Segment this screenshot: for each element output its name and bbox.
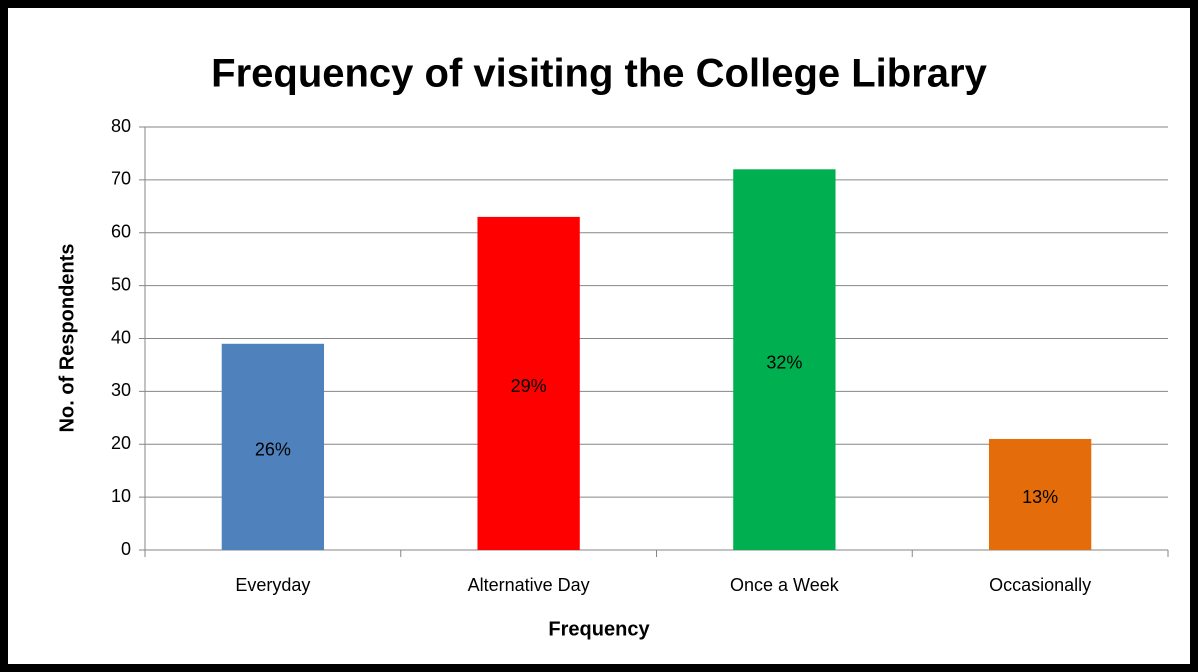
y-axis-label: No. of Respondents xyxy=(56,244,78,433)
y-tick-label: 10 xyxy=(111,486,131,506)
x-tick-label: Occasionally xyxy=(989,575,1091,595)
y-tick-label: 20 xyxy=(111,433,131,453)
data-label: 32% xyxy=(766,352,802,372)
x-axis-label: Frequency xyxy=(548,618,650,640)
x-tick-label: Everyday xyxy=(235,575,310,595)
y-tick-label: 70 xyxy=(111,169,131,189)
chart-title: Frequency of visiting the College Librar… xyxy=(211,52,987,96)
y-tick-label: 30 xyxy=(111,380,131,400)
y-tick-label: 50 xyxy=(111,274,131,294)
bar xyxy=(477,216,580,550)
y-tick-label: 40 xyxy=(111,327,131,347)
y-tick-label: 60 xyxy=(111,222,131,242)
y-tick-label: 80 xyxy=(111,116,131,136)
y-tick-label: 0 xyxy=(121,539,131,559)
bar xyxy=(988,438,1092,550)
data-label: 29% xyxy=(511,376,547,396)
x-tick-label: Alternative Day xyxy=(468,575,590,595)
bar xyxy=(221,343,325,550)
bar xyxy=(733,169,836,551)
x-tick-label: Once a Week xyxy=(730,575,840,595)
data-label: 26% xyxy=(255,440,291,460)
data-label: 13% xyxy=(1022,487,1058,507)
